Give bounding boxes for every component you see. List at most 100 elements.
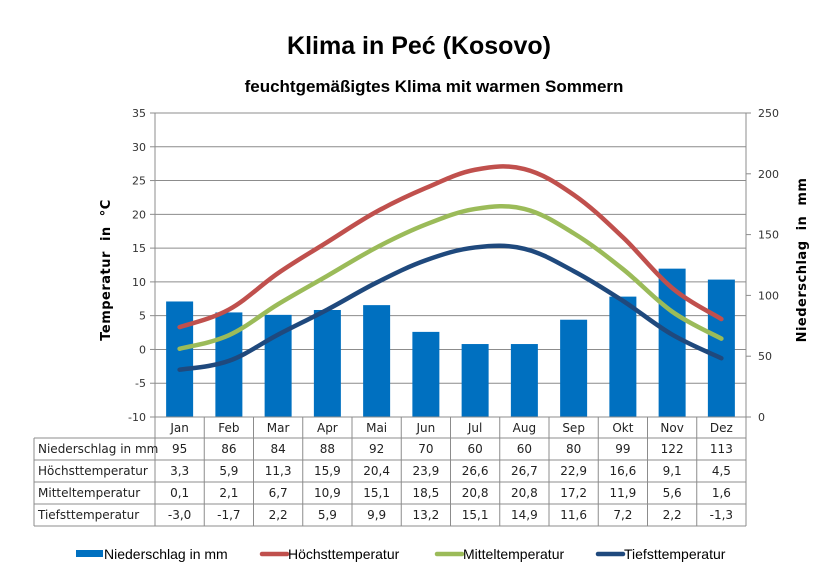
table-cell: 4,5 <box>712 464 731 478</box>
table-row-label: Niederschlag in mm <box>38 442 158 456</box>
bar-dez <box>707 279 735 417</box>
line-hchsttemperatur <box>177 164 724 330</box>
right-tick-label: 100 <box>758 289 779 302</box>
table-row-label: Mitteltemperatur <box>38 486 140 500</box>
month-label-dez: Dez <box>710 421 733 435</box>
table-cell: 60 <box>517 442 532 456</box>
line-mitteltemperatur <box>177 203 724 352</box>
month-label-nov: Nov <box>660 421 683 435</box>
right-tick-label: 50 <box>758 350 772 363</box>
table-cell: 3,3 <box>170 464 189 478</box>
month-label-okt: Okt <box>612 421 633 435</box>
bar-apr <box>313 309 341 417</box>
bar-mai <box>363 305 391 417</box>
table-cell: 10,9 <box>314 486 341 500</box>
table-cell: 17,2 <box>560 486 587 500</box>
bar-aug <box>510 344 538 417</box>
left-tick-label: -10 <box>128 411 146 424</box>
table-cell: 5,9 <box>219 464 238 478</box>
table-cell: 16,6 <box>610 464 637 478</box>
legend-label-tiefsttemperatur: Tiefsttemperatur <box>624 546 726 562</box>
legend-label-hchsttemperatur: Höchsttemperatur <box>288 546 400 562</box>
table-cell: 9,1 <box>663 464 682 478</box>
left-tick-label: 15 <box>132 242 146 255</box>
month-label-aug: Aug <box>513 421 536 435</box>
table-cell: -1,7 <box>217 508 240 522</box>
table-cell: 2,2 <box>269 508 288 522</box>
bar-jun <box>412 331 440 417</box>
table-cell: 13,2 <box>413 508 440 522</box>
bar-okt <box>609 296 637 417</box>
table-cell: 7,2 <box>613 508 632 522</box>
table-cell: 15,1 <box>363 486 390 500</box>
legend-swatch-niederschlaginmm <box>76 550 103 557</box>
right-tick-label: 0 <box>758 411 765 424</box>
table-cell: 23,9 <box>413 464 440 478</box>
table-cell: 18,5 <box>413 486 440 500</box>
chart-subtitle: feuchtgemäßigtes Klima mit warmen Sommer… <box>244 77 624 96</box>
table-cell: 6,7 <box>269 486 288 500</box>
left-tick-label: -5 <box>135 377 146 390</box>
month-label-sep: Sep <box>562 421 585 435</box>
table-cell: 15,1 <box>462 508 489 522</box>
month-label-mar: Mar <box>267 421 290 435</box>
left-tick-label: 20 <box>132 208 146 221</box>
table-cell: 99 <box>615 442 630 456</box>
table-cell: 11,6 <box>560 508 587 522</box>
table-cell: 20,4 <box>363 464 390 478</box>
right-axis-title: Niederschlag in mm <box>795 178 810 343</box>
month-label-jul: Jul <box>467 421 482 435</box>
table-cell: 22,9 <box>560 464 587 478</box>
table-cell: 15,9 <box>314 464 341 478</box>
table-row-label: Tiefsttemperatur <box>37 508 139 522</box>
legend-label-niederschlaginmm: Niederschlag in mm <box>104 546 228 562</box>
line-tiefsttemperatur <box>177 243 724 372</box>
table-cell: 113 <box>710 442 733 456</box>
table-cell: 9,9 <box>367 508 386 522</box>
month-label-jan: Jan <box>169 421 189 435</box>
right-tick-label: 250 <box>758 107 779 120</box>
left-axis-title: Temperatur in °C <box>99 199 114 341</box>
table-cell: 122 <box>661 442 684 456</box>
table-cell: 95 <box>172 442 187 456</box>
table-cell: 1,6 <box>712 486 731 500</box>
month-label-mai: Mai <box>366 421 387 435</box>
table-cell: 88 <box>320 442 335 456</box>
table-cell: 5,9 <box>318 508 337 522</box>
table-cell: 26,6 <box>462 464 489 478</box>
table-cell: 86 <box>221 442 236 456</box>
table-row-label: Höchsttemperatur <box>38 464 148 478</box>
month-label-feb: Feb <box>218 421 239 435</box>
table-cell: 84 <box>270 442 285 456</box>
table-cell: 11,9 <box>610 486 637 500</box>
table-cell: 2,1 <box>219 486 238 500</box>
table-cell: 14,9 <box>511 508 538 522</box>
left-tick-label: 5 <box>139 310 146 323</box>
chart-title: Klima in Peć (Kosovo) <box>287 32 551 60</box>
bar-jul <box>461 344 489 417</box>
month-label-jun: Jun <box>416 421 436 435</box>
right-tick-label: 200 <box>758 168 779 181</box>
table-cell: 5,6 <box>663 486 682 500</box>
left-tick-label: 30 <box>132 141 146 154</box>
legend-label-mitteltemperatur: Mitteltemperatur <box>463 546 564 562</box>
left-tick-label: 10 <box>132 276 146 289</box>
bar-nov <box>658 268 686 417</box>
table-cell: 26,7 <box>511 464 538 478</box>
left-tick-label: 0 <box>139 343 146 356</box>
bar-jan <box>166 301 194 417</box>
table-cell: 11,3 <box>265 464 292 478</box>
month-label-apr: Apr <box>317 421 338 435</box>
right-tick-label: 150 <box>758 229 779 242</box>
table-cell: 20,8 <box>462 486 489 500</box>
table-cell: 20,8 <box>511 486 538 500</box>
table-cell: -1,3 <box>710 508 733 522</box>
table-cell: 2,2 <box>663 508 682 522</box>
bar-sep <box>560 319 588 417</box>
table-cell: 92 <box>369 442 384 456</box>
table-cell: -3,0 <box>168 508 191 522</box>
left-tick-label: 25 <box>132 175 146 188</box>
table-cell: 0,1 <box>170 486 189 500</box>
table-cell: 70 <box>418 442 433 456</box>
left-tick-label: 35 <box>132 107 146 120</box>
